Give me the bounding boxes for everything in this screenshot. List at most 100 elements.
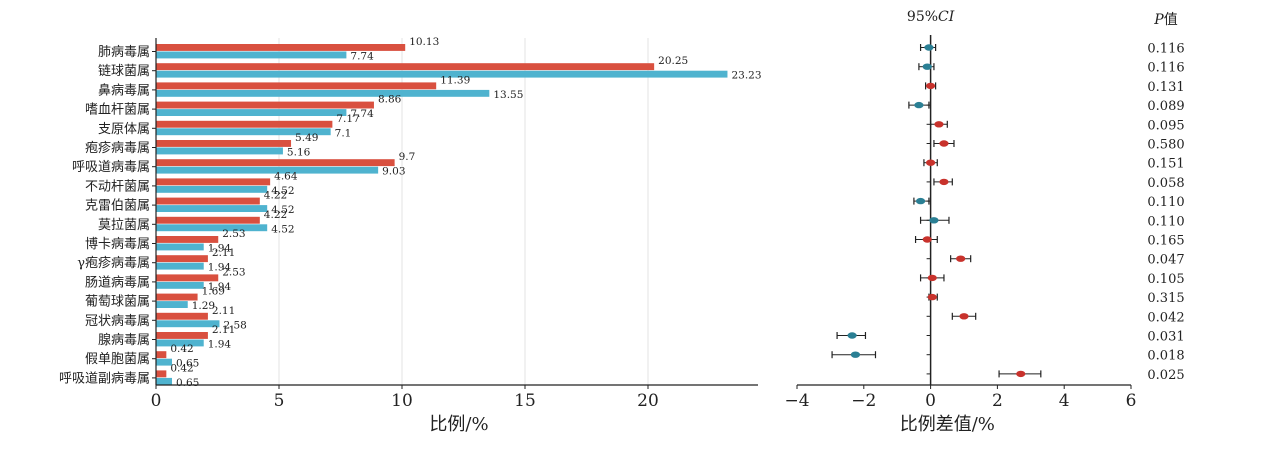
data-label: 4.52	[271, 204, 294, 216]
bar	[156, 205, 268, 212]
p-value: 0.116	[1147, 61, 1184, 76]
p-value-header: P值	[1153, 12, 1177, 28]
category-label: 假单胞菌属	[85, 352, 150, 367]
data-label: 11.39	[440, 74, 470, 86]
category-label: γ疱疹病毒属	[77, 255, 150, 271]
forest-x-tick-label: −4	[784, 391, 809, 411]
data-label: 7.17	[336, 113, 359, 125]
point-estimate	[927, 274, 937, 282]
bar	[156, 281, 204, 289]
p-value: 0.025	[1147, 368, 1184, 383]
point-estimate	[922, 63, 932, 70]
data-label: 10.13	[409, 36, 439, 48]
data-label: 7.1	[335, 127, 352, 139]
point-estimate	[926, 159, 936, 166]
forest-title-ci: CI	[938, 9, 955, 25]
bar	[156, 312, 208, 320]
bar	[156, 197, 260, 205]
p-value: 0.047	[1147, 253, 1184, 268]
category-label: 链球菌属	[98, 64, 150, 79]
bar	[156, 274, 219, 282]
category-label: 肠道病毒属	[85, 275, 150, 290]
category-label: 疱疹病毒属	[85, 140, 150, 156]
point-estimate	[922, 236, 932, 243]
bar	[156, 332, 208, 339]
bar	[156, 44, 406, 51]
data-label: 0.65	[176, 358, 199, 370]
point-estimate	[959, 313, 969, 320]
bar	[156, 370, 167, 378]
point-estimate	[939, 178, 949, 186]
bar	[156, 185, 268, 193]
forest-x-tick-label: 2	[992, 391, 1003, 411]
bar	[156, 339, 204, 347]
data-label: 9.7	[399, 151, 416, 163]
data-label: 2.53	[222, 228, 245, 240]
data-label: 4.52	[271, 223, 294, 235]
data-label: 4.22	[264, 209, 287, 221]
p-value: 0.580	[1147, 138, 1184, 153]
p-value: 0.018	[1147, 349, 1184, 364]
data-label: 5.16	[287, 147, 311, 159]
data-label: 1.94	[208, 243, 232, 255]
bar	[156, 358, 172, 366]
x-tick-label: 0	[151, 391, 162, 411]
point-estimate	[929, 217, 939, 224]
bar	[156, 101, 374, 109]
data-label: 0.42	[170, 343, 193, 355]
data-label: 7.74	[350, 51, 374, 63]
category-label: 鼻病毒属	[98, 82, 150, 98]
data-label: 0.42	[170, 362, 193, 374]
bar	[156, 82, 437, 90]
data-label: 8.86	[378, 94, 402, 106]
point-estimate	[926, 82, 936, 90]
category-label: 呼吸道病毒属	[72, 160, 150, 175]
forest-x-tick-label: 4	[1059, 391, 1070, 411]
p-value: 0.031	[1147, 330, 1184, 345]
category-label: 莫拉菌属	[98, 218, 150, 233]
bar	[156, 320, 220, 328]
point-estimate	[939, 140, 949, 147]
category-label: 肺病毒属	[98, 45, 150, 60]
point-estimate	[956, 255, 966, 262]
forest-x-tick-label: −2	[851, 391, 876, 411]
category-label: 克雷伯菌属	[85, 199, 150, 214]
bar	[156, 178, 271, 186]
data-label: 4.22	[264, 190, 287, 202]
category-label: 支原体属	[98, 122, 150, 137]
bar	[156, 262, 204, 270]
p-value: 0.058	[1147, 176, 1184, 191]
x-axis-label: 比例/%	[429, 414, 488, 435]
bar	[156, 120, 333, 128]
point-estimate	[927, 293, 937, 301]
bar	[156, 224, 268, 232]
data-label: 2.11	[212, 324, 235, 336]
p-value: 0.315	[1147, 291, 1184, 306]
bar	[156, 243, 204, 251]
bar	[156, 255, 208, 263]
p-value: 0.116	[1147, 42, 1184, 57]
bar	[156, 377, 172, 385]
point-estimate	[914, 101, 924, 109]
point-estimate	[915, 197, 926, 205]
p-value: 0.131	[1147, 80, 1184, 95]
bar	[156, 236, 219, 243]
data-label: 1.94	[208, 262, 232, 274]
bar	[156, 159, 395, 167]
bar	[156, 109, 347, 116]
bar	[156, 128, 331, 136]
data-label: 5.49	[295, 132, 318, 144]
category-label: 博卡病毒属	[85, 237, 150, 252]
data-label: 4.64	[274, 170, 298, 182]
data-label: 2.58	[223, 319, 246, 331]
data-label: 4.52	[271, 185, 294, 197]
data-label: 9.03	[382, 166, 405, 178]
category-label: 葡萄球菌属	[85, 295, 150, 310]
point-estimate	[850, 351, 861, 358]
data-label: 2.53	[222, 266, 245, 278]
data-label: 0.65	[176, 377, 199, 389]
p-value: 0.105	[1147, 272, 1184, 287]
data-label: 13.55	[493, 89, 523, 101]
